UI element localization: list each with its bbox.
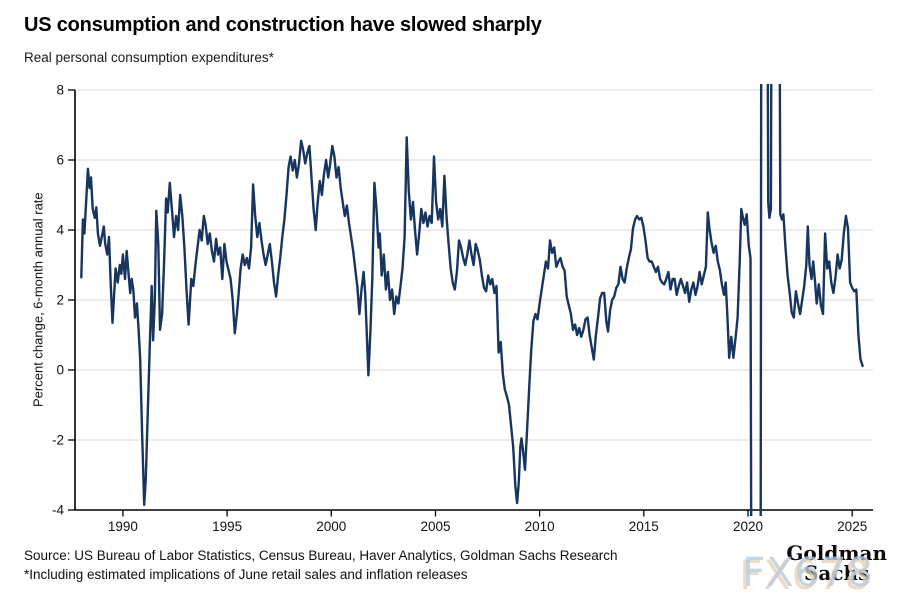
logo-line-1: Goldman — [786, 541, 887, 565]
svg-text:2: 2 — [56, 293, 64, 308]
footnote-line: *Including estimated implications of Jun… — [24, 567, 468, 582]
svg-text:1990: 1990 — [108, 519, 138, 534]
svg-text:0: 0 — [56, 363, 64, 378]
svg-text:2005: 2005 — [420, 519, 450, 534]
svg-text:2015: 2015 — [629, 519, 659, 534]
page-title: US consumption and construction have slo… — [24, 14, 542, 36]
y-axis-label: Percent change, 6-month annual rate — [30, 192, 46, 408]
svg-text:2000: 2000 — [316, 519, 346, 534]
chart-subtitle: Real personal consumption expenditures* — [24, 50, 274, 65]
fx678-watermark: FX678 — [742, 550, 874, 596]
svg-text:1995: 1995 — [212, 519, 242, 534]
svg-text:2025: 2025 — [837, 519, 867, 534]
source-line: Source: US Bureau of Labor Statistics, C… — [24, 548, 618, 563]
source-block: Source: US Bureau of Labor Statistics, C… — [24, 546, 618, 584]
svg-text:-4: -4 — [52, 503, 64, 518]
svg-text:2020: 2020 — [733, 519, 763, 534]
svg-text:8: 8 — [56, 83, 64, 98]
logo-line-2: Sachs — [803, 561, 870, 585]
goldman-sachs-logo: Goldman Sachs — [786, 543, 887, 583]
svg-text:6: 6 — [56, 153, 64, 168]
svg-text:2010: 2010 — [525, 519, 555, 534]
svg-text:-2: -2 — [52, 433, 64, 448]
svg-text:4: 4 — [56, 223, 64, 238]
